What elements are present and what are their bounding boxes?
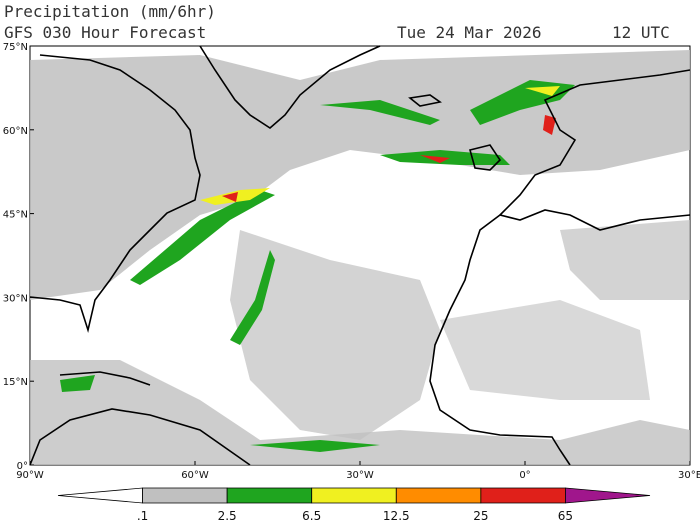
lat-label: 45°N (3, 210, 28, 221)
colorbar: .1 2.5 6.5 12.5 25 65 (57, 487, 651, 523)
colorbar-swatch (480, 487, 566, 504)
colorbar-label: .1 (137, 509, 148, 523)
heavy-precip (60, 80, 575, 452)
colorbar-swatch (57, 487, 143, 504)
colorbar-swatch (395, 487, 482, 504)
colorbar-swatch (311, 487, 397, 504)
lon-label: 0° (519, 470, 530, 481)
lon-label: 60°W (181, 470, 209, 481)
axis-labels: 75°N60°N45°N30°N15°N0°90°W 60°W 30°W 0° 30°E (3, 42, 700, 481)
subtitle: GFS 030 Hour Forecast (4, 23, 206, 42)
colorbar-label: 12.5 (383, 509, 410, 523)
lat-label: 30°N (3, 293, 28, 304)
map: 75°N60°N45°N30°N15°N0°90°W 60°W 30°W 0° 30°E (3, 42, 700, 481)
date: Tue 24 Mar 2026 (397, 23, 542, 42)
lat-label: 60°N (3, 126, 28, 137)
lon-label: 30°E (678, 470, 700, 481)
lon-label: 30°W (346, 470, 374, 481)
lat-label: 0° (17, 461, 28, 472)
time: 12 UTC (612, 23, 670, 42)
lat-label: 15°N (3, 377, 28, 388)
lon-label: 90°W (16, 470, 44, 481)
colorbar-swatch (226, 487, 313, 504)
colorbar-label: 25 (473, 509, 488, 523)
lat-label: 75°N (3, 42, 28, 53)
colorbar-label: 2.5 (218, 509, 237, 523)
light-precip (30, 50, 690, 465)
coastlines (29, 45, 691, 466)
colorbar-label: 65 (558, 509, 573, 523)
colorbar-swatch (565, 487, 651, 504)
colorbar-swatch (142, 487, 228, 504)
title: Precipitation (mm/6hr) (4, 2, 216, 21)
colorbar-label: 6.5 (302, 509, 321, 523)
